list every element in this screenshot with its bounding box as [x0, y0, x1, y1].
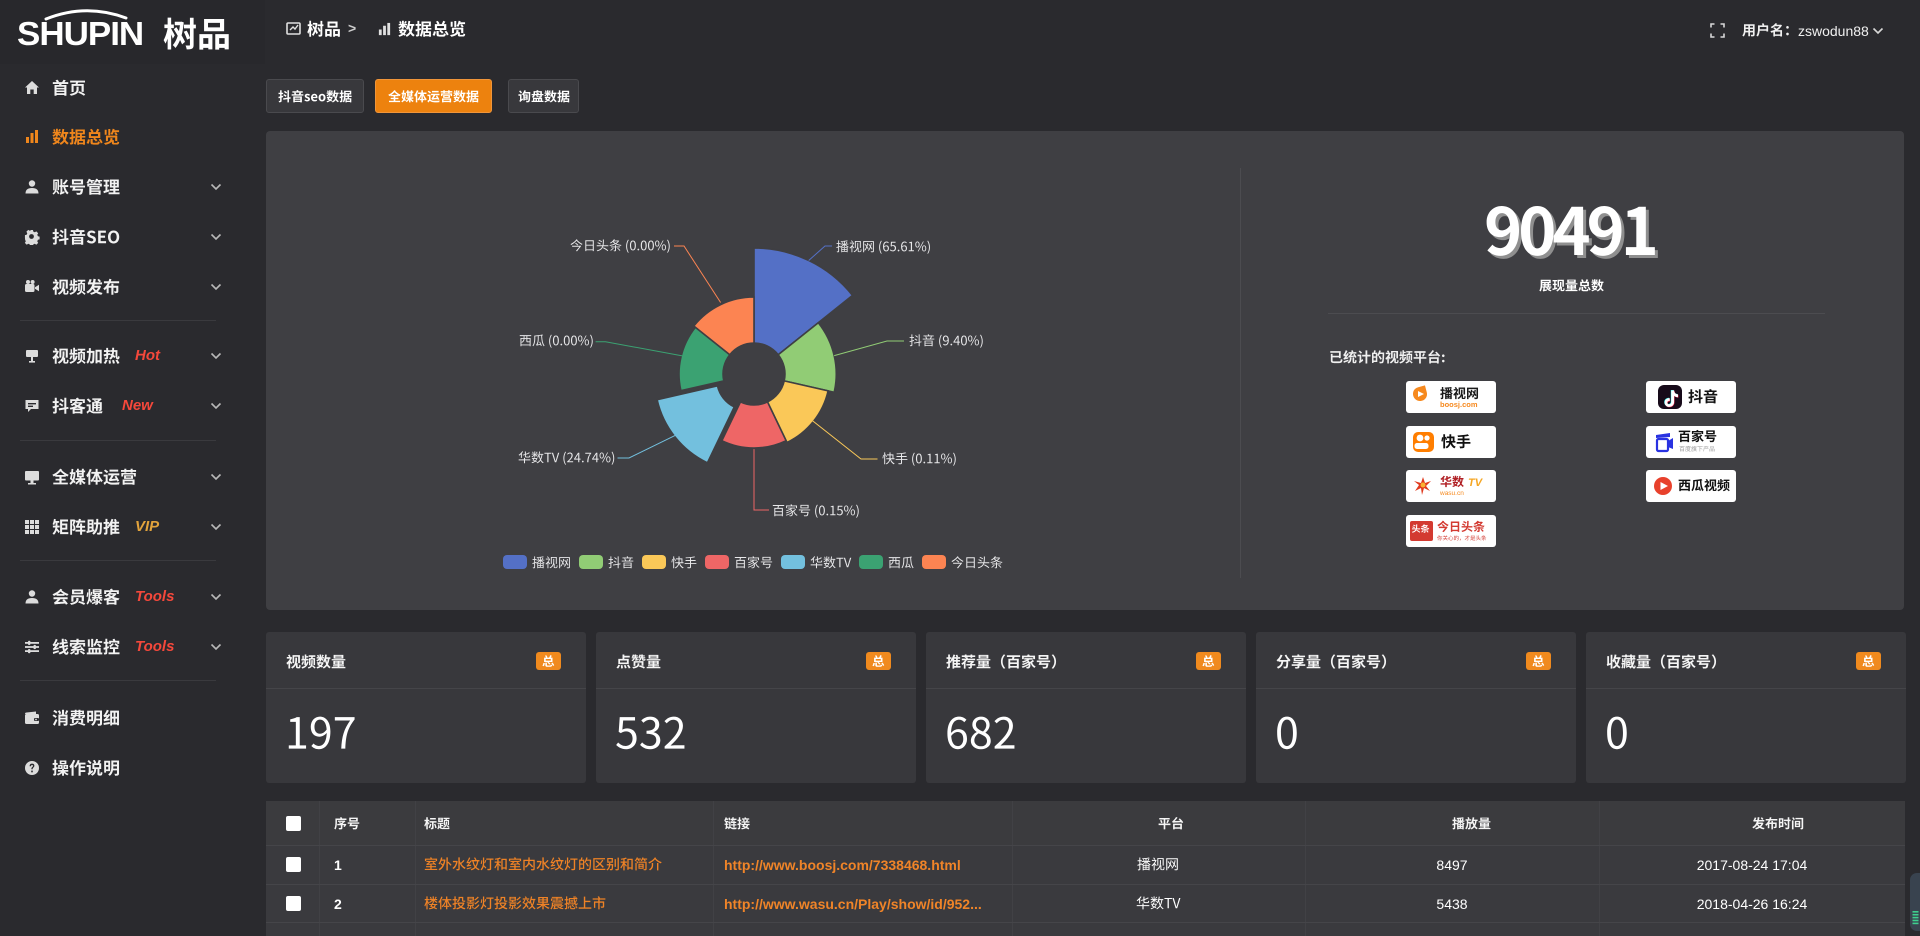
svg-text:boosj.com: boosj.com: [1440, 400, 1478, 409]
svg-text:TV: TV: [1468, 477, 1484, 489]
svg-text:wasu.cn: wasu.cn: [1439, 490, 1464, 497]
svg-text:SHUPIN: SHUPIN: [17, 16, 143, 53]
